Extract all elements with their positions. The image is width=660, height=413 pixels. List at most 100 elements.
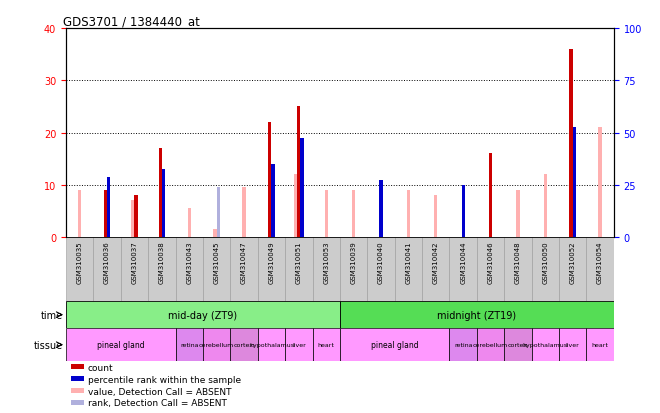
Bar [313,237,340,301]
Bar [71,388,84,393]
Text: heart: heart [317,342,335,347]
Bar [71,400,84,405]
Bar [203,237,230,301]
Text: GSM310042: GSM310042 [433,241,439,283]
Bar [71,376,84,381]
Text: pineal gland: pineal gland [371,340,418,349]
Bar [104,190,107,237]
Bar [573,128,576,237]
Bar [78,190,81,237]
Bar [213,230,216,237]
Bar [477,328,504,361]
Text: GSM310048: GSM310048 [515,241,521,283]
Text: GSM310045: GSM310045 [214,241,220,283]
Bar [300,138,304,237]
Text: GSM310051: GSM310051 [296,241,302,283]
Text: liver: liver [292,342,306,347]
Bar [532,237,559,301]
Bar [352,190,355,237]
Text: GSM310040: GSM310040 [378,241,384,283]
Text: cerebellum: cerebellum [199,342,234,347]
Text: GSM310049: GSM310049 [269,241,275,283]
Text: retina: retina [180,342,199,347]
Text: GDS3701 / 1384440_at: GDS3701 / 1384440_at [63,15,200,28]
Bar [216,188,220,237]
Bar [516,190,519,237]
Text: heart: heart [591,342,609,347]
Bar [107,178,110,237]
Text: percentile rank within the sample: percentile rank within the sample [88,375,241,384]
Bar [285,237,313,301]
Bar [294,175,297,237]
Bar [242,188,246,237]
Text: hypothalamus: hypothalamus [523,342,568,347]
Text: GSM310041: GSM310041 [405,241,411,283]
Text: GSM310054: GSM310054 [597,241,603,283]
Bar [121,237,148,301]
Bar [461,185,465,237]
Bar [504,328,532,361]
Bar [559,328,587,361]
Bar [66,237,94,301]
Text: mid-day (ZT9): mid-day (ZT9) [168,310,238,320]
Text: GSM310044: GSM310044 [460,241,466,283]
Bar [66,301,340,328]
Text: GSM310039: GSM310039 [350,241,356,283]
Bar [271,164,275,237]
Text: pineal gland: pineal gland [97,340,145,349]
Bar [340,301,614,328]
Text: GSM310036: GSM310036 [104,241,110,283]
Text: midnight (ZT19): midnight (ZT19) [438,310,516,320]
Bar [504,237,532,301]
Text: GSM310053: GSM310053 [323,241,329,283]
Bar [162,170,165,237]
Bar [422,237,449,301]
Text: retina: retina [454,342,473,347]
Bar [285,328,313,361]
Bar [532,328,559,361]
Bar [407,190,410,237]
Text: GSM310037: GSM310037 [131,241,137,283]
Text: GSM310043: GSM310043 [186,241,192,283]
Bar [268,123,271,237]
Bar [257,328,285,361]
Bar [66,328,176,361]
Text: cerebellum: cerebellum [473,342,508,347]
Bar [559,237,587,301]
Bar [449,237,477,301]
Bar [257,237,285,301]
Bar [325,190,328,237]
Bar [176,328,203,361]
Bar [176,237,203,301]
Bar [203,328,230,361]
Text: GSM310038: GSM310038 [159,241,165,283]
Text: GSM310046: GSM310046 [488,241,494,283]
Bar [340,328,449,361]
Bar [434,196,438,237]
Bar [570,50,573,237]
Bar [135,196,138,237]
Bar [158,149,162,237]
Text: tissue: tissue [34,340,63,350]
Text: value, Detection Call = ABSENT: value, Detection Call = ABSENT [88,387,232,396]
Bar [131,201,135,237]
Bar [587,237,614,301]
Bar [94,237,121,301]
Bar [71,364,84,369]
Bar [148,237,176,301]
Bar [230,328,257,361]
Text: hypothalamus: hypothalamus [249,342,294,347]
Text: rank, Detection Call = ABSENT: rank, Detection Call = ABSENT [88,399,227,407]
Bar [230,237,257,301]
Bar [489,154,492,237]
Text: GSM310047: GSM310047 [241,241,247,283]
Bar [297,107,300,237]
Text: liver: liver [566,342,579,347]
Text: GSM310035: GSM310035 [77,241,82,283]
Bar [340,237,367,301]
Text: GSM310052: GSM310052 [570,241,576,283]
Text: time: time [40,310,63,320]
Text: cortex: cortex [234,342,254,347]
Bar [599,128,602,237]
Bar [587,328,614,361]
